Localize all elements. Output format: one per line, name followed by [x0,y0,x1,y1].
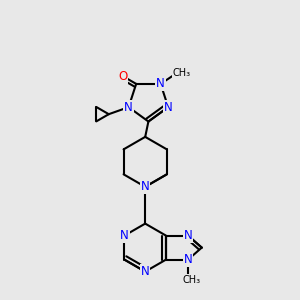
Text: N: N [141,180,150,193]
Text: N: N [124,100,133,114]
Text: N: N [156,77,165,90]
Text: N: N [184,229,192,242]
Text: CH₃: CH₃ [183,275,201,285]
Text: N: N [184,253,192,266]
Text: N: N [164,100,172,114]
Text: N: N [141,265,150,278]
Text: O: O [118,70,128,83]
Text: CH₃: CH₃ [173,68,191,78]
Text: N: N [120,229,129,242]
